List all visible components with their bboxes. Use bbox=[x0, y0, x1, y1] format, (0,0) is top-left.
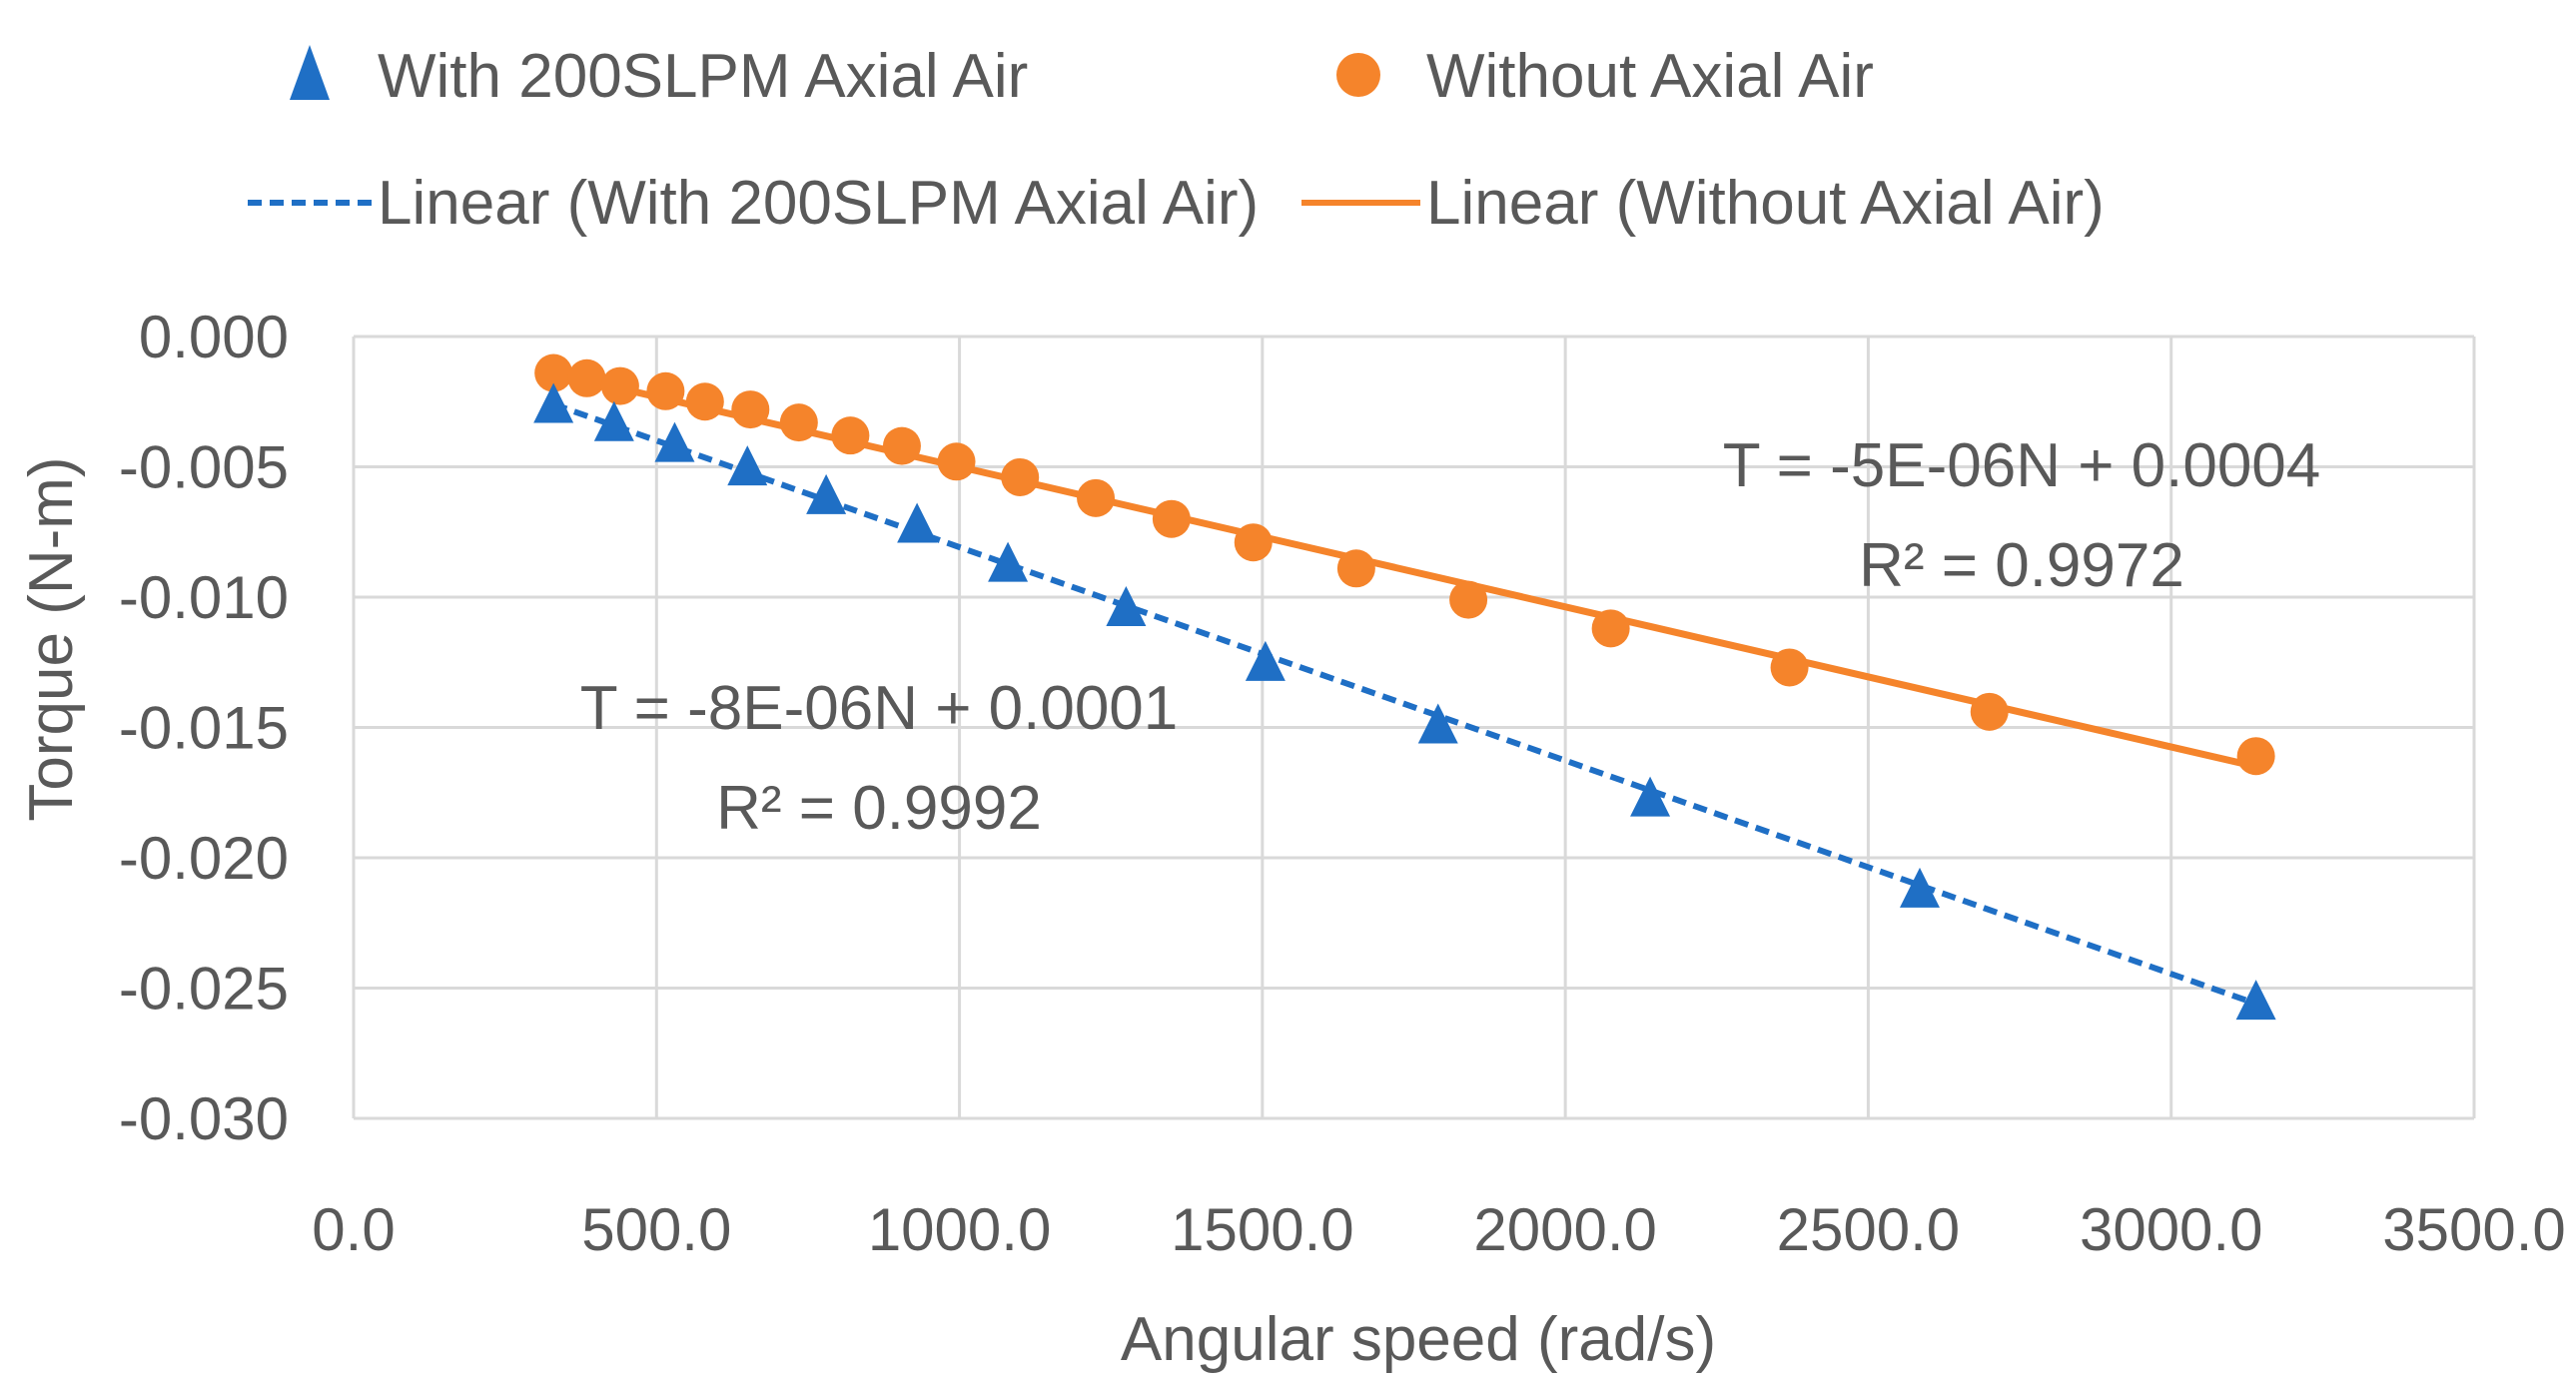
data-point-without-axial-air bbox=[731, 390, 770, 429]
data-point-without-axial-air bbox=[1077, 478, 1116, 517]
equation-text-with-axial-air: T = -8E-06N + 0.0001 bbox=[580, 674, 1179, 743]
data-point-without-axial-air bbox=[1336, 549, 1375, 588]
data-point-with-axial-air bbox=[2235, 980, 2276, 1021]
data-point-without-axial-air bbox=[2236, 737, 2275, 776]
legend-item-without-axial-air: Without Axial Air bbox=[1336, 42, 1874, 111]
r2-text-without-axial-air: R² = 0.9972 bbox=[1859, 531, 2184, 600]
data-point-without-axial-air bbox=[1591, 609, 1630, 648]
equation-with-axial-air: T = -8E-06N + 0.0001 R² = 0.9992 bbox=[580, 674, 1179, 843]
data-point-without-axial-air bbox=[534, 353, 573, 392]
y-tick-label: -0.020 bbox=[119, 825, 289, 892]
data-point-without-axial-air bbox=[779, 403, 818, 442]
data-point-without-axial-air bbox=[600, 366, 639, 405]
y-tick-label: -0.005 bbox=[119, 434, 289, 501]
r2-text-with-axial-air: R² = 0.9992 bbox=[716, 774, 1042, 843]
data-point-with-axial-air bbox=[1245, 640, 1286, 681]
data-point-without-axial-air bbox=[685, 382, 724, 421]
data-point-with-axial-air bbox=[593, 400, 634, 441]
x-axis-title: Angular speed (rad/s) bbox=[1121, 1305, 1716, 1374]
data-point-without-axial-air bbox=[1970, 692, 2009, 731]
y-tick-label: -0.030 bbox=[119, 1085, 289, 1152]
legend-label-trend-without-axial-air: Linear (Without Axial Air) bbox=[1426, 169, 2105, 238]
y-axis-ticks: 0.000 -0.005 -0.010 -0.015 -0.020 -0.025 -0.03… bbox=[119, 304, 289, 1152]
y-tick-label: 0.000 bbox=[139, 304, 289, 370]
y-axis-title: Torque (N-m) bbox=[17, 456, 86, 821]
legend-triangle-marker bbox=[290, 45, 330, 100]
data-point-without-axial-air bbox=[882, 426, 921, 465]
x-tick-label: 1000.0 bbox=[868, 1196, 1052, 1263]
y-tick-label: -0.015 bbox=[119, 695, 289, 762]
data-point-without-axial-air bbox=[646, 371, 685, 410]
data-point-with-axial-air bbox=[533, 382, 574, 423]
data-points bbox=[533, 353, 2276, 1021]
x-tick-label: 500.0 bbox=[581, 1196, 731, 1263]
legend-label-without-axial-air: Without Axial Air bbox=[1426, 42, 1874, 111]
x-axis-ticks: 0.0 500.0 1000.0 1500.0 2000.0 2500.0 3000.0 35… bbox=[312, 1196, 2565, 1263]
legend-circle-marker bbox=[1336, 53, 1380, 97]
legend-item-trend-without-axial-air: Linear (Without Axial Air) bbox=[1301, 169, 2105, 238]
data-point-with-axial-air bbox=[1106, 586, 1147, 627]
y-tick-label: -0.010 bbox=[119, 564, 289, 631]
data-point-without-axial-air bbox=[937, 442, 976, 481]
data-point-with-axial-air bbox=[897, 502, 938, 543]
equation-text-without-axial-air: T = -5E-06N + 0.0004 bbox=[1723, 431, 2321, 500]
data-point-without-axial-air bbox=[1001, 457, 1040, 496]
data-point-with-axial-air bbox=[1630, 776, 1671, 817]
x-tick-label: 2500.0 bbox=[1777, 1196, 1961, 1263]
data-point-with-axial-air bbox=[654, 421, 695, 462]
x-tick-label: 1500.0 bbox=[1171, 1196, 1354, 1263]
legend-label-trend-with-axial-air: Linear (With 200SLPM Axial Air) bbox=[378, 169, 1259, 238]
data-point-with-axial-air bbox=[1899, 867, 1940, 908]
equation-without-axial-air: T = -5E-06N + 0.0004 R² = 0.9972 bbox=[1723, 431, 2321, 600]
data-point-without-axial-air bbox=[1152, 499, 1191, 538]
data-point-without-axial-air bbox=[1449, 580, 1488, 619]
data-point-without-axial-air bbox=[567, 358, 606, 397]
legend: With 200SLPM Axial Air Without Axial Air… bbox=[248, 42, 2105, 238]
data-point-without-axial-air bbox=[1770, 648, 1809, 687]
data-point-without-axial-air bbox=[831, 416, 870, 455]
x-tick-label: 3500.0 bbox=[2382, 1196, 2566, 1263]
y-tick-label: -0.025 bbox=[119, 956, 289, 1023]
legend-item-with-axial-air: With 200SLPM Axial Air bbox=[290, 42, 1028, 111]
x-tick-label: 2000.0 bbox=[1473, 1196, 1657, 1263]
data-point-with-axial-air bbox=[806, 473, 847, 514]
data-point-with-axial-air bbox=[1417, 703, 1458, 744]
legend-item-trend-with-axial-air: Linear (With 200SLPM Axial Air) bbox=[248, 169, 1259, 238]
trendline-with-axial-air bbox=[552, 401, 2257, 1007]
data-point-without-axial-air bbox=[1234, 523, 1273, 562]
data-point-with-axial-air bbox=[727, 445, 768, 486]
data-point-with-axial-air bbox=[988, 541, 1029, 582]
legend-label-with-axial-air: With 200SLPM Axial Air bbox=[378, 42, 1028, 111]
x-tick-label: 3000.0 bbox=[2080, 1196, 2263, 1263]
x-tick-label: 0.0 bbox=[312, 1196, 395, 1263]
